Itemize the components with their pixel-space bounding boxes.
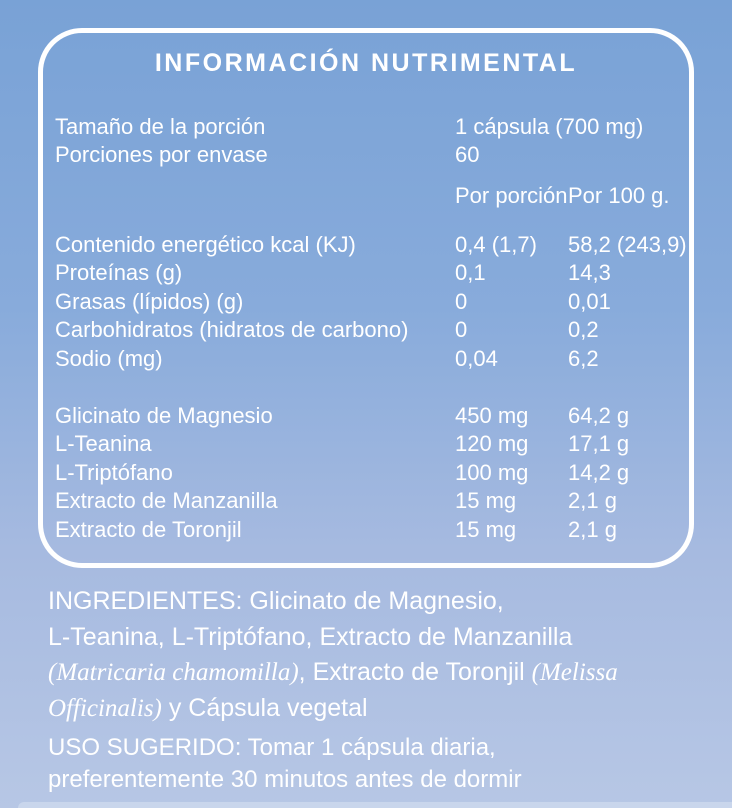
row-label: Sodio (mg) <box>55 345 163 371</box>
row-value-per-100g: 14,2 g <box>568 459 630 485</box>
row-value-per-serving: 60 <box>455 142 480 168</box>
row-label: Grasas (lípidos) (g) <box>55 288 244 314</box>
row-value-per-serving: 0 <box>455 288 468 314</box>
column-headers: Por porción Por 100 g. <box>55 182 689 210</box>
table-row: Contenido energético kcal (KJ) 0,4 (1,7) 5… <box>55 231 689 259</box>
ingredients-line: (Matricaria chamomilla), Extracto de Tor… <box>48 655 718 691</box>
row-label: Contenido energético kcal (KJ) <box>55 232 356 257</box>
ingredients-text: INGREDIENTES: Glicinato de Magnesio, L-Te… <box>48 584 718 726</box>
serving-info-table: Tamaño de la porción 1 cápsula (700 mg) Po… <box>55 113 689 170</box>
bottom-panel-edge <box>18 802 732 808</box>
table-row: L-Teanina 120 mg 17,1 g <box>55 430 689 458</box>
row-label: Carbohidratos (hidratos de carbono) <box>55 317 409 343</box>
row-value-per-100g: 17,1 g <box>568 431 630 457</box>
ingredients-line: INGREDIENTES: Glicinato de Magnesio, <box>48 584 718 620</box>
nutrient-table: Contenido energético kcal (KJ) 0,4 (1,7) 5… <box>55 231 689 373</box>
row-value-per-100g: 0,01 <box>568 288 611 314</box>
row-value-per-100g: 6,2 <box>568 345 599 371</box>
botanical-name: Officinalis) <box>48 694 162 722</box>
suggested-use-text: USO SUGERIDO: Tomar 1 cápsula diaria, pre… <box>48 732 718 796</box>
row-value-per-serving: 100 mg <box>455 459 529 485</box>
table-row: Proteínas (g) 0,1 14,3 <box>55 259 689 287</box>
col-header-per-serving: Por porción <box>455 183 568 208</box>
table-row: Glicinato de Magnesio 450 mg 64,2 g <box>55 402 689 430</box>
ingredients-segment: y Cápsula vegetal <box>161 693 368 722</box>
nutrition-facts-panel: INFORMACIÓN NUTRIMENTAL Tamaño de la por… <box>38 28 694 568</box>
row-value-per-100g: 64,2 g <box>568 403 630 428</box>
ingredients-segment: INGREDIENTES: Glicinato de Magnesio, <box>48 587 504 615</box>
table-row: Extracto de Manzanilla 15 mg 2,1 g <box>55 487 689 515</box>
row-value-per-serving: 15 mg <box>455 516 517 542</box>
table-row: Porciones por envase 60 <box>55 141 689 169</box>
table-row: Tamaño de la porción 1 cápsula (700 mg) <box>55 113 689 141</box>
row-value-per-100g: 58,2 (243,9) <box>568 232 687 257</box>
row-label: Glicinato de Magnesio <box>55 403 273 428</box>
row-value-per-100g: 2,1 g <box>568 516 617 542</box>
ingredients-segment: , Extracto de Toronjil <box>298 658 532 687</box>
row-value-per-serving: 15 mg <box>455 488 517 514</box>
botanical-name: (Matricaria chamomilla) <box>48 659 299 687</box>
column-header-row: Por porción Por 100 g. <box>55 182 689 210</box>
row-value-per-100g: 14,3 <box>568 260 611 286</box>
row-label: L-Triptófano <box>55 459 173 485</box>
row-label: Extracto de Toronjil <box>55 516 242 542</box>
row-value-per-serving: 0,4 (1,7) <box>455 232 537 257</box>
row-value-per-serving: 0,1 <box>455 260 486 286</box>
ingredients-line: Officinalis) y Cápsula vegetal <box>48 691 718 727</box>
row-label: Porciones por envase <box>55 142 268 168</box>
table-row: Extracto de Toronjil 15 mg 2,1 g <box>55 516 689 544</box>
suggested-use-line: preferentemente 30 minutos antes de dorm… <box>48 766 522 793</box>
row-value-per-serving: 450 mg <box>455 403 529 428</box>
active-ingredient-table: Glicinato de Magnesio 450 mg 64,2 g L-Teani… <box>55 402 689 544</box>
row-label: L-Teanina <box>55 431 152 457</box>
panel-title: INFORMACIÓN NUTRIMENTAL <box>154 49 578 77</box>
botanical-name: (Melissa <box>531 659 618 687</box>
table-row: L-Triptófano 100 mg 14,2 g <box>55 459 689 487</box>
row-label: Proteínas (g) <box>55 260 183 286</box>
row-value-per-serving: 120 mg <box>455 431 529 457</box>
col-header-per-100g: Por 100 g. <box>568 183 670 208</box>
row-value-per-100g: 0,2 <box>568 317 599 343</box>
suggested-use-line: USO SUGERIDO: Tomar 1 cápsula diaria, <box>48 734 496 761</box>
ingredients-line: L-Teanina, L-Triptófano, Extracto de Man… <box>48 620 718 656</box>
table-row: Sodio (mg) 0,04 6,2 <box>55 345 689 373</box>
row-label: Extracto de Manzanilla <box>55 488 278 514</box>
ingredients-segment: L-Teanina, L-Triptófano, Extracto de Man… <box>48 622 573 651</box>
row-label: Tamaño de la porción <box>55 114 266 139</box>
row-value-per-serving: 0 <box>455 317 468 343</box>
row-value-per-serving: 1 cápsula (700 mg) <box>455 114 644 139</box>
table-row: Grasas (lípidos) (g) 0 0,01 <box>55 288 689 316</box>
table-row: Carbohidratos (hidratos de carbono) 0 0,2 <box>55 316 689 344</box>
row-value-per-100g: 2,1 g <box>568 488 617 514</box>
row-value-per-serving: 0,04 <box>455 345 498 371</box>
